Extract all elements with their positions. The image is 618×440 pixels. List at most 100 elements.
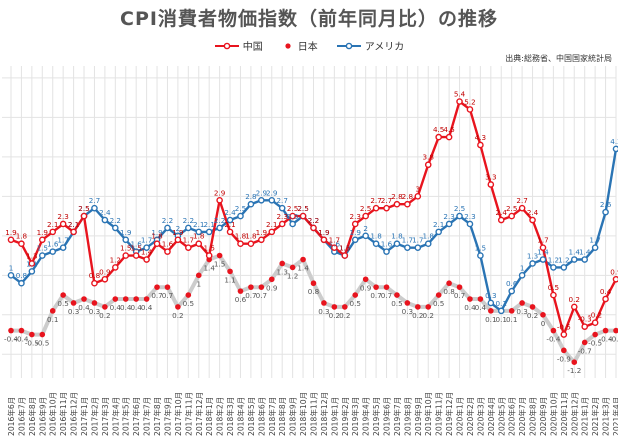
data-label-china: 2.5 <box>287 204 298 213</box>
data-label-usa: 2.7 <box>89 196 100 205</box>
data-label-usa: 2.5 <box>78 204 89 213</box>
x-tick-label: 2019年12月 <box>444 392 454 436</box>
point-china <box>195 240 203 248</box>
data-label-china: 2.3 <box>276 212 287 221</box>
x-tick-label: 2020年3月 <box>475 397 485 436</box>
data-label-usa: 1 <box>9 263 14 272</box>
point-japan <box>133 296 139 302</box>
data-label-usa: 2.8 <box>245 192 257 201</box>
data-label-usa: 1 <box>520 263 525 272</box>
data-label-china: 1.8 <box>16 232 28 241</box>
point-usa <box>550 264 557 271</box>
data-label-usa: 1.6 <box>381 240 393 249</box>
point-japan <box>195 272 202 279</box>
legend-swatch-japan <box>285 42 291 49</box>
point-usa <box>477 252 484 259</box>
point-china <box>529 216 536 224</box>
point-china <box>143 256 150 263</box>
point-china <box>404 200 411 208</box>
x-tick-label: 2021年3月 <box>601 397 611 436</box>
point-usa <box>393 240 401 248</box>
data-label-japan: -0.4 <box>609 335 618 344</box>
point-japan <box>592 331 598 338</box>
data-label-china: 2.2 <box>308 216 319 225</box>
point-usa <box>28 268 36 275</box>
point-china <box>550 291 557 299</box>
point-japan <box>561 347 567 354</box>
point-usa <box>143 244 150 251</box>
data-label-china: 2.7 <box>516 196 527 205</box>
data-label-japan: 0.4 <box>110 303 122 312</box>
data-label-china: 4.5 <box>433 125 444 134</box>
x-tick-label: 2017年6月 <box>131 397 141 436</box>
data-label-usa: 2.2 <box>214 216 225 225</box>
data-label-japan: 0.4 <box>78 303 90 312</box>
data-label-japan: -0.4 <box>599 335 613 344</box>
x-tick-label: 2021年4月 <box>611 397 618 436</box>
point-japan <box>122 296 129 302</box>
point-japan <box>331 304 338 310</box>
point-china <box>320 236 328 244</box>
data-label-usa: 1.8 <box>391 232 403 241</box>
data-label-japan: 0.7 <box>256 291 267 300</box>
point-china <box>351 220 359 228</box>
data-label-china: 2.8 <box>391 192 403 201</box>
point-usa <box>539 256 547 263</box>
point-usa <box>497 307 505 315</box>
point-usa <box>289 220 296 228</box>
x-tick-label: 2020年10月 <box>548 392 558 436</box>
data-label-usa: 1.5 <box>475 244 486 253</box>
data-label-usa: 1.7 <box>141 236 152 245</box>
point-japan <box>237 288 244 294</box>
data-label-china: 1.9 <box>5 228 17 237</box>
point-usa <box>362 232 369 240</box>
point-china <box>331 244 338 251</box>
x-tick-label: 2020年8月 <box>528 397 538 436</box>
data-label-china: 2.1 <box>224 220 235 229</box>
x-tick-label: 2017年12月 <box>194 392 204 436</box>
point-japan <box>352 292 359 298</box>
point-china <box>70 228 77 236</box>
data-label-china: -0.3 <box>578 315 592 324</box>
data-label-usa: 2.2 <box>183 216 194 225</box>
point-usa <box>612 145 618 153</box>
data-label-china: -0.2 <box>588 311 602 320</box>
data-label-usa: 0.3 <box>485 291 496 300</box>
point-usa <box>112 224 119 232</box>
x-tick-label: 2019年7月 <box>392 397 402 436</box>
point-japan <box>300 256 306 263</box>
data-label-japan: 0.2 <box>339 311 350 320</box>
data-label-japan: 1.1 <box>224 275 235 284</box>
point-usa <box>508 287 515 295</box>
data-label-japan: 0.7 <box>370 291 381 300</box>
data-label-japan: 0.3 <box>516 307 527 316</box>
x-tick-label: 2020年11月 <box>559 392 569 436</box>
point-usa <box>404 244 411 251</box>
point-usa <box>435 228 442 236</box>
point-china <box>153 240 161 248</box>
point-usa <box>529 260 536 267</box>
point-china <box>341 252 349 259</box>
point-japan <box>102 304 108 310</box>
data-label-usa: 2.5 <box>235 204 246 213</box>
data-label-china: 0.2 <box>569 295 580 304</box>
point-japan <box>60 292 66 298</box>
data-label-china: 2.3 <box>57 212 68 221</box>
x-tick-label: 2019年4月 <box>361 397 371 436</box>
data-label-usa: 1.7 <box>589 236 600 245</box>
point-japan <box>519 300 525 306</box>
data-label-usa: 1.2 <box>548 255 559 264</box>
point-usa <box>226 216 234 224</box>
data-label-usa: 1.7 <box>57 236 68 245</box>
x-tick-label: 2016年8月 <box>27 397 37 436</box>
data-label-china: 0.8 <box>89 271 101 280</box>
point-japan <box>581 339 588 346</box>
x-tick-label: 2019年6月 <box>382 397 392 436</box>
data-label-usa: 0.6 <box>506 279 518 288</box>
point-china <box>570 303 578 311</box>
point-china <box>49 228 57 236</box>
data-label-usa: 2.1 <box>68 220 79 229</box>
data-label-japan: 0.3 <box>318 307 329 316</box>
point-china <box>185 244 192 251</box>
